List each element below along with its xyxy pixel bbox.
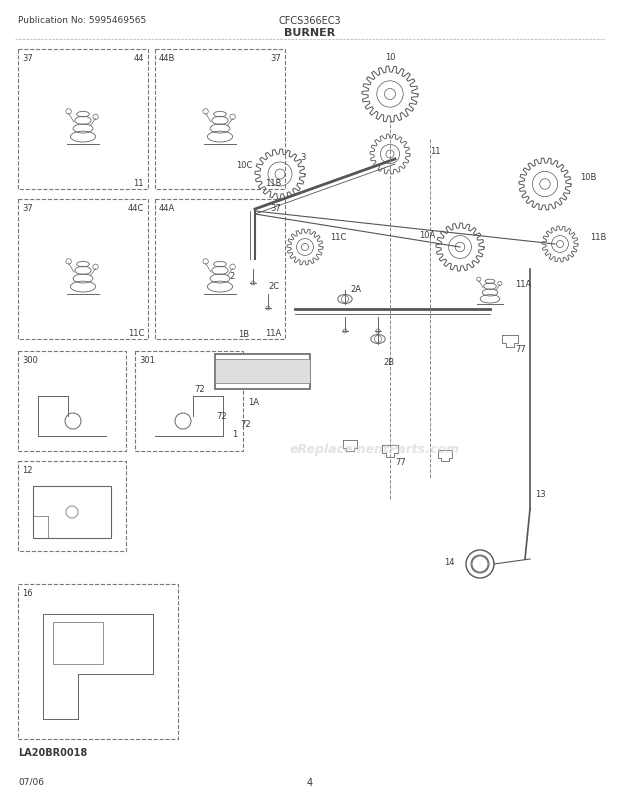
Text: 37: 37 (22, 204, 33, 213)
Bar (18, 585, 178, 739)
Bar (155, 200, 285, 339)
Bar (18, 461, 126, 551)
Text: 11B: 11B (590, 233, 606, 242)
Text: 10B: 10B (580, 173, 596, 182)
Text: 72: 72 (195, 384, 205, 394)
Text: 44A: 44A (159, 204, 175, 213)
Text: 13: 13 (535, 489, 546, 498)
Text: 11: 11 (133, 179, 144, 188)
Bar (215, 359, 310, 383)
Text: 12: 12 (22, 465, 32, 475)
Text: 72: 72 (216, 411, 227, 420)
Text: BURNER: BURNER (285, 28, 335, 38)
Text: 11A: 11A (515, 280, 531, 290)
Text: eReplacementParts.com: eReplacementParts.com (290, 443, 460, 456)
Bar (53, 622, 103, 664)
Bar (33, 486, 111, 538)
Text: 16: 16 (22, 588, 33, 597)
Text: 1A: 1A (248, 398, 259, 407)
Text: 44B: 44B (159, 54, 175, 63)
Text: 2B: 2B (383, 358, 394, 367)
Text: 1B: 1B (238, 330, 249, 338)
Text: 11A: 11A (265, 329, 281, 338)
Text: 10C: 10C (236, 160, 252, 169)
Bar (18, 200, 148, 339)
Text: LA20BR0018: LA20BR0018 (18, 747, 87, 757)
Bar (18, 50, 148, 190)
Text: 2C: 2C (268, 282, 279, 290)
Text: 11B: 11B (265, 179, 281, 188)
Text: 300: 300 (22, 355, 38, 365)
Text: 1: 1 (232, 429, 237, 439)
Text: 10: 10 (385, 53, 396, 62)
Text: 10A: 10A (418, 230, 435, 239)
Bar (135, 351, 243, 452)
Text: 44C: 44C (128, 204, 144, 213)
Bar (215, 354, 310, 390)
Text: 11C: 11C (330, 233, 347, 242)
Text: 44: 44 (133, 54, 144, 63)
Text: 07/06: 07/06 (18, 777, 44, 786)
Text: 77: 77 (395, 457, 405, 467)
Text: 3: 3 (300, 153, 306, 162)
Text: 2A: 2A (350, 285, 361, 294)
Text: 11: 11 (430, 148, 440, 156)
Text: 4: 4 (307, 777, 313, 787)
Text: 301: 301 (139, 355, 155, 365)
Text: 14: 14 (445, 557, 455, 566)
Bar (155, 50, 285, 190)
Text: 11C: 11C (128, 329, 144, 338)
Text: 37: 37 (22, 54, 33, 63)
Text: 77: 77 (515, 345, 526, 354)
Text: 37: 37 (270, 204, 281, 213)
Text: CFCS366EC3: CFCS366EC3 (278, 16, 342, 26)
Text: 37: 37 (270, 54, 281, 63)
Text: 72: 72 (240, 419, 250, 428)
Text: 2: 2 (230, 272, 235, 281)
Bar (18, 351, 126, 452)
Text: Publication No: 5995469565: Publication No: 5995469565 (18, 16, 146, 25)
